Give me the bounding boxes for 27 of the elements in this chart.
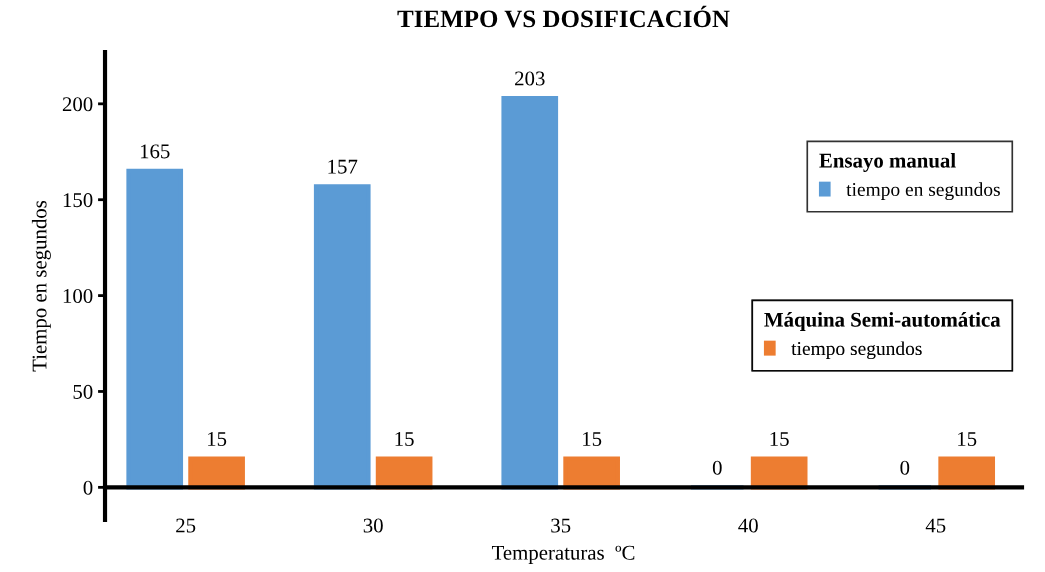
data-label: 0 xyxy=(712,460,722,475)
y-tick-label: 200 xyxy=(62,97,93,112)
data-label: 15 xyxy=(958,432,977,447)
data-label: 165 xyxy=(140,144,170,159)
legend-label: tiempo segundos xyxy=(791,341,922,360)
data-label: 15 xyxy=(208,432,227,447)
y-tick-label: 50 xyxy=(73,384,93,399)
data-label: 203 xyxy=(515,71,545,86)
data-label: 15 xyxy=(770,432,789,447)
chart-title: TIEMPO VS DOSIFICACIÓN xyxy=(397,5,730,28)
x-tick-label: 40 xyxy=(738,518,758,533)
y-tick-label: 100 xyxy=(63,288,93,304)
data-label: 15 xyxy=(583,432,602,447)
data-label: 0 xyxy=(900,460,910,475)
text: Ensayo manual xyxy=(819,152,956,172)
legend-label: tiempo en segundos xyxy=(846,182,1000,201)
x-tick-label: 45 xyxy=(925,518,946,533)
y-axis-title: Tiempo en segundos xyxy=(31,200,51,372)
y-tick-label: 0 xyxy=(83,480,93,495)
data-label: 157 xyxy=(328,159,358,174)
x-axis-title: Temperaturas ºC xyxy=(491,545,635,565)
text: Máquina Semi-automática xyxy=(764,312,1001,331)
data-label: 15 xyxy=(395,432,414,447)
x-tick-label: 30 xyxy=(363,518,383,533)
y-tick-label: 150 xyxy=(63,193,93,208)
x-tick-label: 25 xyxy=(176,518,196,533)
x-tick-label: 35 xyxy=(551,518,571,533)
